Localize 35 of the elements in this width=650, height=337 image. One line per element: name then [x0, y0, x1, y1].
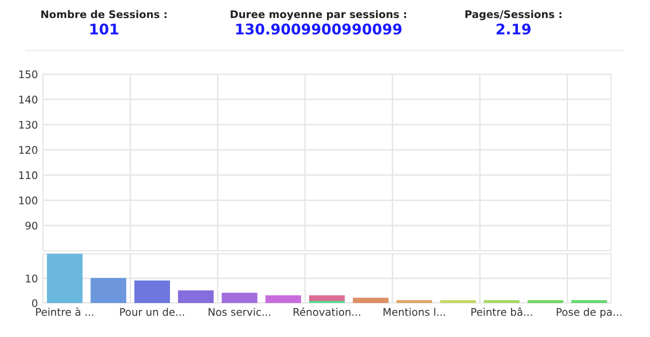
bar	[396, 300, 432, 303]
y-tick-label: 90	[25, 222, 38, 230]
y-tick-label: 150	[19, 70, 38, 78]
text: 2.19	[496, 24, 531, 35]
bar	[134, 280, 170, 303]
text: Duree moyenne par sessions :	[230, 10, 406, 20]
x-tick-label: Peintre à ...	[36, 307, 94, 316]
x-tick-label: Mentions l...	[384, 308, 445, 316]
bar	[265, 295, 302, 303]
bar	[484, 300, 520, 303]
bar	[352, 298, 388, 303]
x-tick-label: Peintre bâ...	[471, 307, 532, 316]
bar	[46, 254, 83, 303]
text: Pages/Sessions :	[465, 10, 562, 20]
y-tick-label: 130	[19, 120, 38, 129]
bar	[178, 290, 214, 303]
y-tick-label: 110	[19, 171, 38, 180]
bar	[528, 300, 564, 303]
x-tick-label: Rénovation...	[294, 307, 360, 316]
bar	[309, 295, 345, 301]
y-tick-label: 10	[26, 274, 38, 282]
text: 101	[90, 24, 118, 35]
y-tick-label: 0	[32, 299, 38, 308]
bar	[222, 292, 258, 303]
y-tick-label: 120	[19, 146, 38, 154]
bar	[440, 300, 476, 303]
y-tick-label: 100	[19, 196, 38, 204]
x-tick-label: Pose de pa...	[556, 308, 622, 318]
x-tick-label: Pour un de...	[120, 308, 184, 316]
text: Nombre de Sessions :	[41, 10, 166, 18]
x-tick-label: Nos servic...	[208, 308, 270, 316]
text: 130.9009900990099	[236, 24, 402, 35]
bar	[90, 278, 126, 303]
bar	[571, 300, 607, 303]
y-tick-label: 140	[19, 96, 38, 104]
